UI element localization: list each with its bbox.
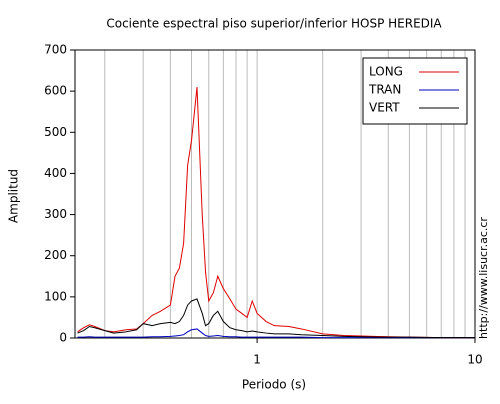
- y-tick-label: 100: [44, 289, 67, 303]
- y-tick-label: 300: [44, 207, 67, 221]
- y-tick-label: 400: [44, 166, 67, 180]
- y-tick-label: 0: [59, 331, 67, 345]
- legend-label: TRAN: [368, 83, 401, 97]
- x-tick-label: 10: [467, 353, 482, 367]
- series-line: [77, 328, 475, 339]
- y-tick-label: 600: [44, 84, 67, 98]
- chart-title: Cociente espectral piso superior/inferio…: [106, 17, 442, 31]
- x-axis-label: Periodo (s): [242, 378, 306, 392]
- legend-label: LONG: [369, 65, 403, 79]
- legend-label: VERT: [369, 101, 400, 115]
- series-line: [77, 86, 475, 339]
- y-tick-label: 500: [44, 125, 67, 139]
- y-tick-label: 200: [44, 248, 67, 262]
- y-axis-label: Amplitud: [7, 169, 21, 223]
- series-line: [77, 298, 475, 339]
- plot-frame: [74, 49, 476, 339]
- side-note: http://www.lisucr.ac.cr: [477, 217, 490, 339]
- y-tick-label: 700: [44, 43, 67, 57]
- x-tick-label: 1: [253, 353, 261, 367]
- legend-box: [362, 57, 468, 125]
